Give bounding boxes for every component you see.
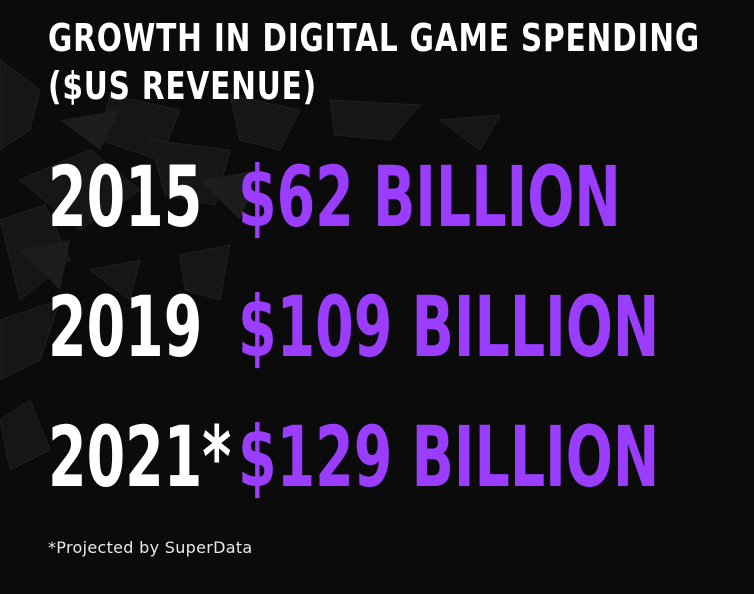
stat-amount: $62 BILLION xyxy=(238,148,621,246)
stat-year: 2015 xyxy=(48,148,203,246)
stat-year: 2019 xyxy=(48,278,203,376)
footnote: *Projected by SuperData xyxy=(48,538,253,557)
title-line-2: ($US REVENUE) xyxy=(48,64,317,108)
chart-title: GROWTH IN DIGITAL GAME SPENDING ($US REV… xyxy=(48,14,700,110)
stat-amount: $129 BILLION xyxy=(238,408,660,506)
title-line-1: GROWTH IN DIGITAL GAME SPENDING xyxy=(48,16,700,60)
stat-amount: $109 BILLION xyxy=(238,278,660,376)
stat-year: 2021* xyxy=(48,408,232,506)
